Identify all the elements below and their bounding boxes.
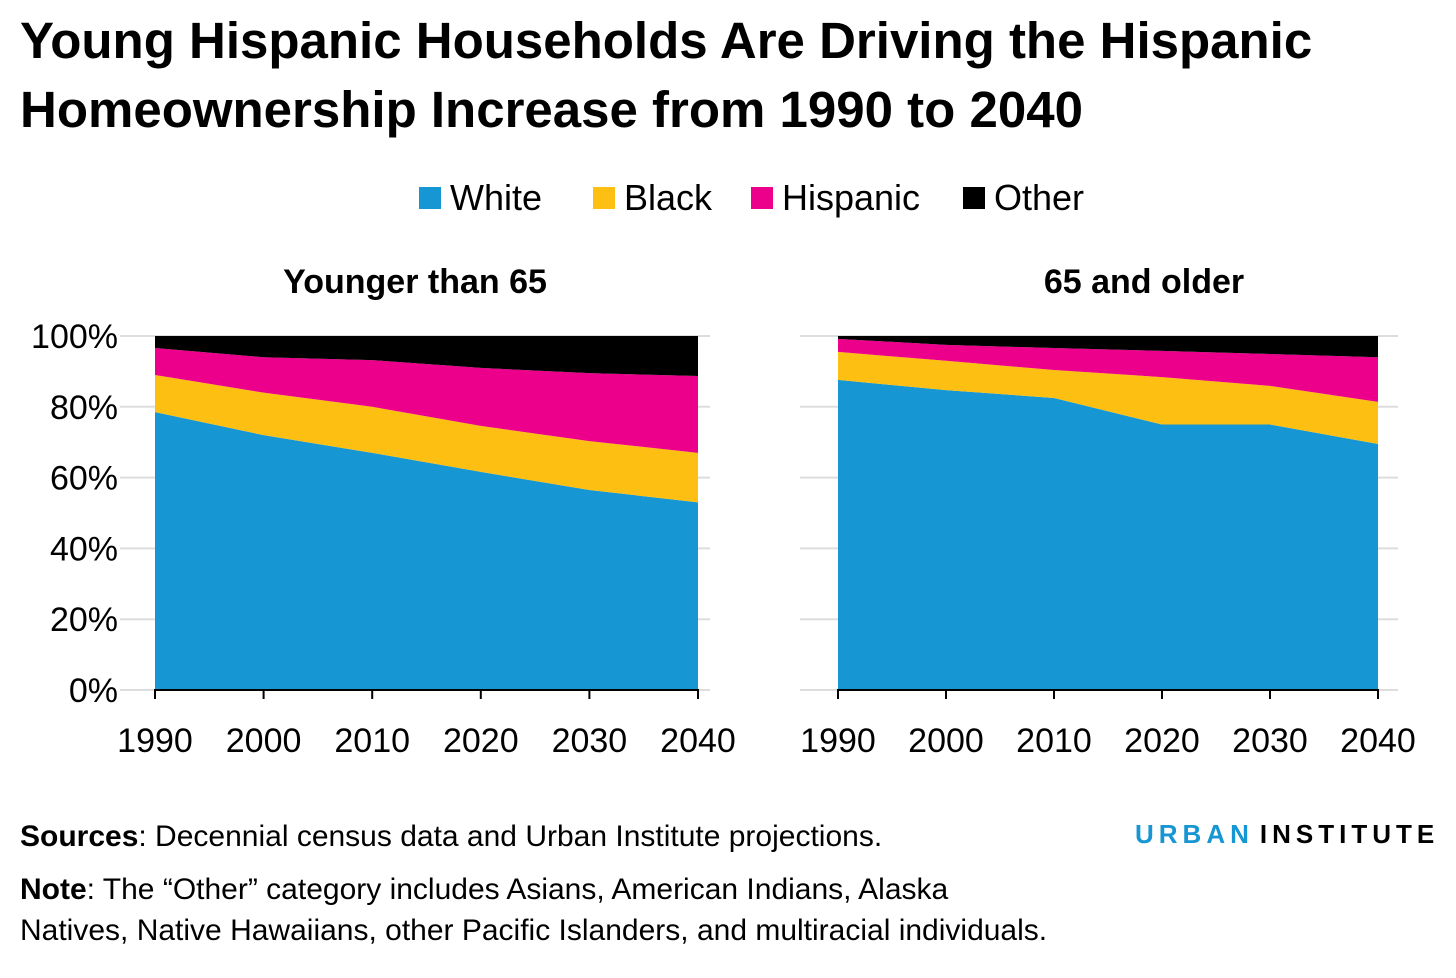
- sources-note: Sources: Decennial census data and Urban…: [20, 820, 882, 853]
- logo-institute: INSTITUTE: [1260, 819, 1439, 849]
- legend-swatch-other: [963, 187, 985, 209]
- x-tick-label: 2030: [552, 722, 628, 760]
- panel-title: Younger than 65: [283, 263, 547, 301]
- x-tick-label: 2000: [908, 722, 984, 760]
- x-tick-label: 1990: [117, 722, 193, 760]
- panel-65-and-older: 65 and older 1990 2000 2010 2020 2030 2040: [800, 263, 1416, 760]
- area-other: [838, 336, 1378, 358]
- area-white: [838, 379, 1378, 690]
- x-tick-label: 2020: [1124, 722, 1200, 760]
- sources-label: Sources: [20, 820, 138, 853]
- legend-swatch-hispanic: [751, 187, 773, 209]
- area-black: [838, 351, 1378, 444]
- area-black: [155, 374, 698, 503]
- y-tick-label: 100%: [31, 318, 118, 356]
- panel-title: 65 and older: [1044, 263, 1244, 301]
- chart-title-line1: Young Hispanic Households Are Driving th…: [20, 12, 1312, 69]
- panels: Younger than 65 0% 20% 40% 60% 80% 100% 1990 200…: [31, 263, 1416, 760]
- x-tick-label: 2030: [1232, 722, 1308, 760]
- chart-title-line2: Homeownership Increase from 1990 to 2040: [20, 81, 1083, 138]
- y-tick-label: 0%: [69, 672, 118, 710]
- x-tick-label: 2010: [334, 722, 410, 760]
- area-white: [155, 412, 698, 690]
- area-hispanic: [155, 348, 698, 453]
- x-tick-label: 2000: [226, 722, 302, 760]
- legend-label-other: Other: [994, 177, 1084, 218]
- legend-label-hispanic: Hispanic: [782, 177, 920, 218]
- x-tick-label: 2040: [660, 722, 736, 760]
- y-tick-label: 80%: [50, 389, 118, 427]
- urban-institute-logo: URBAN INSTITUTE: [1135, 819, 1439, 849]
- x-tick-label: 2040: [1340, 722, 1416, 760]
- legend-swatch-black: [593, 187, 615, 209]
- x-tick-label: 2020: [443, 722, 519, 760]
- note: Note: The “Other” category includes Asia…: [20, 873, 949, 906]
- y-tick-label: 20%: [50, 601, 118, 639]
- logo-urban: URBAN: [1135, 819, 1254, 849]
- note-line1: : The “Other” category includes Asians, …: [87, 873, 949, 906]
- legend-label-black: Black: [624, 177, 713, 218]
- legend-swatch-white: [419, 187, 441, 209]
- panel-younger-than-65: Younger than 65 0% 20% 40% 60% 80% 100% 1990 200…: [31, 263, 736, 760]
- area-other: [155, 336, 698, 377]
- note-line2: Natives, Native Hawaiians, other Pacific…: [20, 914, 1047, 947]
- x-tick-label: 1990: [800, 722, 876, 760]
- legend-label-white: White: [450, 177, 542, 218]
- y-tick-label: 40%: [50, 530, 118, 568]
- legend: White Black Hispanic Other: [419, 177, 1084, 218]
- area-hispanic: [838, 338, 1378, 402]
- sources-text: : Decennial census data and Urban Instit…: [138, 820, 882, 853]
- note-label: Note: [20, 873, 87, 906]
- x-tick-label: 2010: [1016, 722, 1092, 760]
- y-tick-label: 60%: [50, 460, 118, 498]
